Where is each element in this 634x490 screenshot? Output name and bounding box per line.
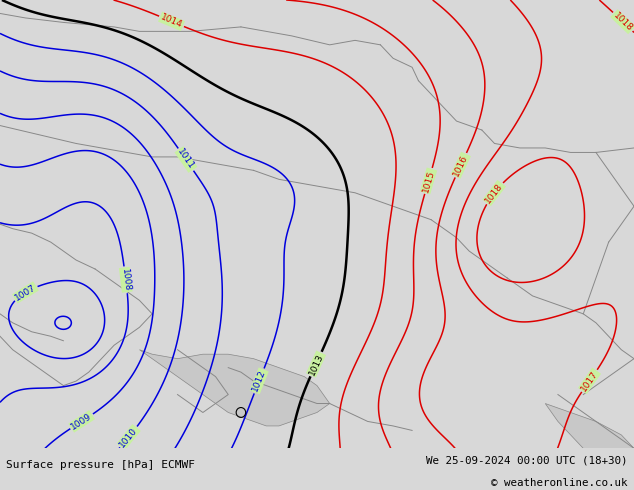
Text: 1018: 1018 (611, 10, 634, 33)
Text: 1011: 1011 (176, 147, 196, 172)
Text: 1010: 1010 (118, 425, 139, 449)
Text: 1017: 1017 (579, 369, 600, 393)
Text: 1013: 1013 (307, 352, 325, 376)
Text: Surface pressure [hPa] ECMWF: Surface pressure [hPa] ECMWF (6, 460, 195, 470)
Text: 1007: 1007 (13, 283, 37, 302)
Text: 1018: 1018 (484, 181, 505, 205)
Text: 1014: 1014 (159, 13, 184, 30)
Text: We 25-09-2024 00:00 UTC (18+30): We 25-09-2024 00:00 UTC (18+30) (426, 456, 628, 466)
Text: © weatheronline.co.uk: © weatheronline.co.uk (491, 477, 628, 488)
Text: 1016: 1016 (452, 153, 470, 177)
Text: 1012: 1012 (251, 368, 268, 393)
Polygon shape (545, 404, 634, 448)
Text: 1009: 1009 (70, 411, 94, 431)
Text: 1015: 1015 (421, 169, 436, 193)
Text: 1008: 1008 (120, 268, 132, 292)
Polygon shape (139, 350, 330, 426)
